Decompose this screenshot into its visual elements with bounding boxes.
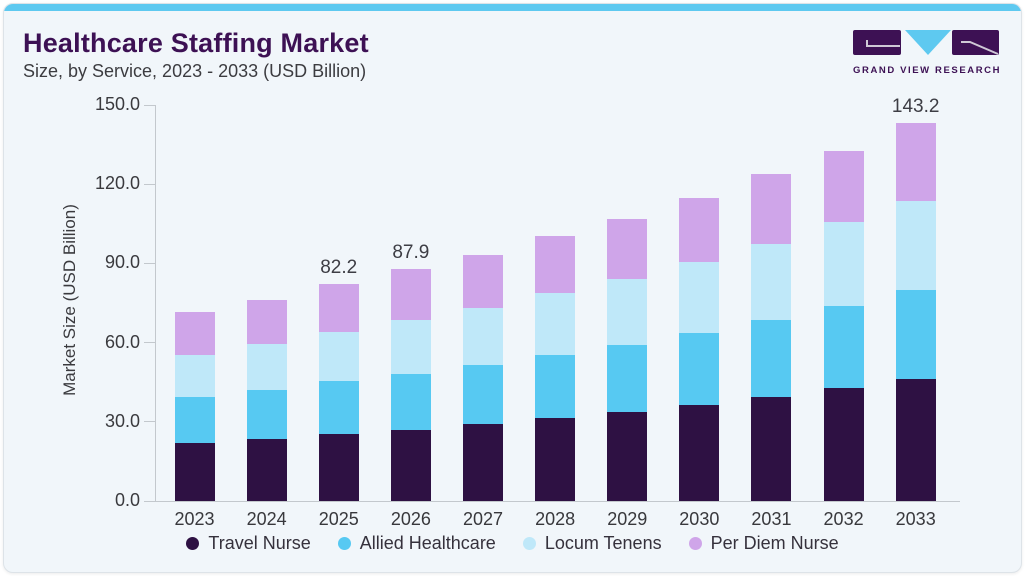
bar-segment-2025-per-diem-nurse — [318, 283, 359, 332]
bar-segment-2029-travel-nurse — [607, 412, 648, 501]
gvr-logo-mark — [853, 30, 999, 55]
legend-label-allied-healthcare: Allied Healthcare — [359, 533, 496, 553]
legend-label-per-diem-nurse: Per Diem Nurse — [710, 533, 839, 553]
bar-segment-2027-allied-healthcare — [462, 365, 503, 424]
bar-segment-2023-per-diem-nurse — [174, 312, 215, 355]
page-title: Healthcare Staffing Market — [23, 28, 369, 58]
bar-segment-2032-per-diem-nurse — [823, 150, 864, 223]
bar-segment-2033-locum-tenens — [895, 201, 936, 291]
y-axis-line — [155, 105, 156, 501]
x-tick-label-2023: 2023 — [174, 509, 215, 529]
y-tick-label: 90.0 — [104, 252, 140, 273]
x-tick-label-2032: 2032 — [823, 509, 864, 529]
legend: Travel Nurse Allied Healthcare Locum Tenen… — [4, 533, 1021, 554]
x-tick-label-2025: 2025 — [318, 509, 359, 529]
logo-g-glyph — [866, 40, 900, 47]
bar-segment-2024-locum-tenens — [246, 343, 287, 390]
y-tick-label: 150.0 — [94, 94, 140, 114]
bar-segment-2028-allied-healthcare — [535, 355, 576, 419]
bar-segment-2026-travel-nurse — [390, 429, 431, 501]
bar-segment-2032-travel-nurse — [823, 387, 864, 501]
bar-segment-2023-travel-nurse — [174, 443, 215, 501]
gvr-logo: GRAND VIEW RESEARCH — [853, 30, 1002, 76]
y-tick-mark — [144, 342, 155, 344]
bar-segment-2023-locum-tenens — [174, 355, 215, 398]
bar-segment-2026-locum-tenens — [390, 319, 431, 374]
bar-segment-2024-allied-healthcare — [246, 389, 287, 440]
y-tick-mark — [144, 500, 155, 502]
legend-item-allied-healthcare: Allied Healthcare — [337, 533, 496, 554]
y-tick-label: 0.0 — [114, 490, 140, 510]
bar-segment-2031-allied-healthcare — [751, 319, 792, 398]
bar-segment-2027-per-diem-nurse — [462, 254, 503, 309]
x-tick-label-2033: 2033 — [895, 509, 936, 529]
bar-segment-2027-travel-nurse — [462, 423, 503, 501]
bar-segment-2028-per-diem-nurse — [535, 235, 576, 293]
bar-segment-2028-travel-nurse — [535, 418, 576, 501]
x-tick-label-2029: 2029 — [607, 509, 648, 529]
legend-item-locum-tenens: Locum Tenens — [522, 533, 662, 554]
bar-segment-2033-allied-healthcare — [895, 290, 936, 379]
legend-label-travel-nurse: Travel Nurse — [208, 533, 311, 553]
bar-segment-2030-allied-healthcare — [679, 332, 720, 405]
bar-segment-2030-travel-nurse — [679, 404, 720, 501]
y-axis-title: Market Size (USD Billion) — [60, 204, 79, 396]
bar-segment-2033-travel-nurse — [895, 378, 936, 501]
bar-segment-2027-locum-tenens — [462, 308, 503, 366]
gvr-logo-text: GRAND VIEW RESEARCH — [853, 65, 1002, 76]
bar-segment-2029-per-diem-nurse — [607, 218, 648, 279]
bar-segment-2025-allied-healthcare — [318, 381, 359, 435]
y-tick-label: 30.0 — [104, 410, 140, 431]
bar-segment-2029-allied-healthcare — [607, 344, 648, 413]
bar-segment-2025-locum-tenens — [318, 331, 359, 382]
card-top-accent — [4, 4, 1021, 11]
bar-segment-2028-locum-tenens — [535, 292, 576, 355]
bar-segment-2031-per-diem-nurse — [751, 174, 792, 245]
legend-label-locum-tenens: Locum Tenens — [544, 533, 662, 553]
x-tick-label-2028: 2028 — [535, 509, 576, 529]
bar-segment-2030-per-diem-nurse — [679, 197, 720, 263]
chart-card: Healthcare Staffing Market Size, by Serv… — [3, 3, 1022, 573]
legend-dot-travel-nurse — [186, 537, 200, 550]
y-tick-label: 120.0 — [94, 173, 140, 194]
legend-item-per-diem-nurse: Per Diem Nurse — [688, 533, 839, 554]
bar-segment-2024-travel-nurse — [246, 439, 287, 501]
legend-item-travel-nurse: Travel Nurse — [186, 533, 311, 554]
bar-segment-2024-per-diem-nurse — [246, 299, 287, 344]
page-subtitle: Size, by Service, 2023 - 2033 (USD Billi… — [23, 61, 367, 81]
bar-segment-2030-locum-tenens — [679, 262, 720, 333]
x-tick-label-2026: 2026 — [390, 509, 431, 529]
bar-segment-2031-locum-tenens — [751, 244, 792, 320]
x-tick-label-2030: 2030 — [679, 509, 720, 529]
x-axis-line — [144, 501, 960, 502]
bar-total-label-2026: 87.9 — [392, 241, 430, 263]
bar-segment-2029-locum-tenens — [607, 278, 648, 345]
bar-segment-2023-allied-healthcare — [174, 397, 215, 444]
logo-r-glyph — [961, 41, 999, 55]
x-tick-label-2027: 2027 — [462, 509, 503, 529]
y-tick-label: 60.0 — [104, 331, 140, 352]
y-tick-mark — [144, 262, 155, 264]
bar-segment-2033-per-diem-nurse — [895, 122, 936, 202]
y-tick-mark — [144, 421, 155, 423]
bar-segment-2032-locum-tenens — [823, 222, 864, 307]
bar-segment-2025-travel-nurse — [318, 434, 359, 501]
legend-dot-locum-tenens — [522, 537, 536, 550]
bar-total-label-2033: 143.2 — [891, 95, 940, 117]
logo-v-triangle — [905, 30, 951, 55]
bar-total-label-2025: 82.2 — [320, 256, 358, 278]
bar-segment-2032-allied-healthcare — [823, 306, 864, 388]
bar-segment-2031-travel-nurse — [751, 397, 792, 501]
legend-dot-allied-healthcare — [337, 537, 351, 550]
y-tick-mark — [144, 183, 155, 185]
bar-segment-2026-per-diem-nurse — [390, 268, 431, 320]
x-tick-label-2031: 2031 — [751, 509, 792, 529]
y-tick-mark — [144, 104, 155, 106]
x-tick-label-2024: 2024 — [246, 509, 287, 529]
bar-segment-2026-allied-healthcare — [390, 374, 431, 430]
logo-g-block — [853, 30, 901, 55]
legend-dot-per-diem-nurse — [688, 537, 702, 550]
